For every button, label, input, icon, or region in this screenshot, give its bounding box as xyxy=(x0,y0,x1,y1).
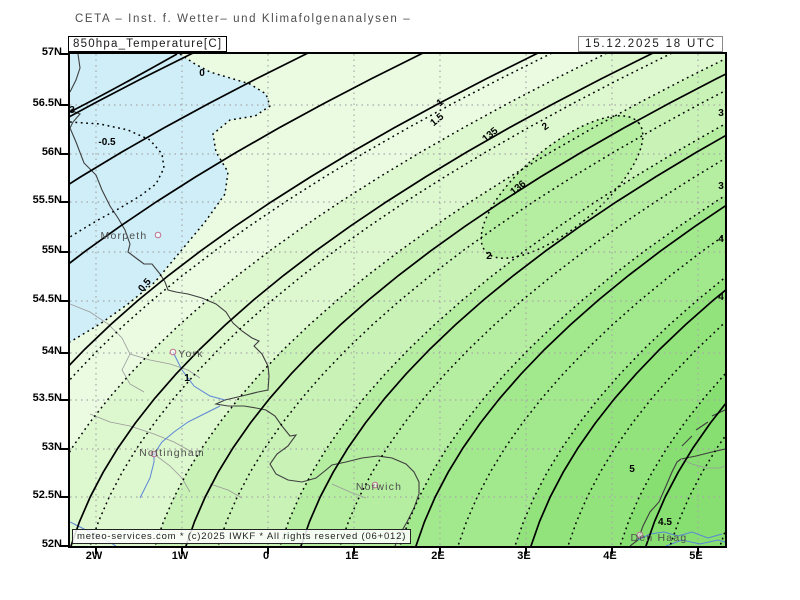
datetime-label: 15.12.2025 18 UTC xyxy=(578,36,723,52)
city-marker xyxy=(371,481,379,489)
contour-label: 5 xyxy=(629,464,635,475)
contour-label: 4 xyxy=(718,234,724,245)
city-marker xyxy=(154,231,162,239)
coastline-britain xyxy=(70,54,420,546)
lon-tick-label: 1E xyxy=(345,550,359,562)
contour-label: 4 xyxy=(718,292,724,303)
contour-label: 3 xyxy=(718,108,724,119)
city-label: Norwich xyxy=(356,481,402,493)
city-marker xyxy=(636,531,644,539)
contour-label: 3 xyxy=(718,181,724,192)
map-canvas: Morpeth York Nottingham Norwich Den Haag 0 -0.… xyxy=(61,53,725,554)
contour-label: 4.5 xyxy=(658,517,672,528)
geopotential-contour xyxy=(70,54,653,546)
lat-tick-label: 53.5N xyxy=(32,392,62,404)
isotherm-dotted xyxy=(279,123,725,546)
city-marker xyxy=(169,348,177,356)
contour-label: 0 xyxy=(199,68,205,79)
coastline-netherlands xyxy=(629,409,725,546)
lat-tick-label: 57N xyxy=(41,46,62,58)
lat-tick-label: 55N xyxy=(41,244,62,256)
city-label: Morpeth xyxy=(101,230,148,242)
lon-tick-label: 2E xyxy=(431,550,445,562)
isotherm-dotted xyxy=(70,54,552,381)
contour-label: 1 xyxy=(184,373,190,384)
lon-tick-label: 2W xyxy=(85,550,103,562)
city-label: Nottingham xyxy=(139,447,205,459)
geopotential-contour xyxy=(70,54,423,264)
contour-label: 2 xyxy=(540,121,551,133)
isotherm-dotted xyxy=(514,276,725,546)
isotherm-dotted xyxy=(399,194,725,546)
isotherm-dotted xyxy=(339,157,725,546)
warm-pocket-contour xyxy=(480,115,644,259)
lat-tick-label: 54.5N xyxy=(32,293,62,305)
region-borders xyxy=(70,303,725,499)
lat-tick-label: 52.5N xyxy=(32,489,62,501)
isotherm-dotted xyxy=(154,58,725,546)
lat-tick-label: 52N xyxy=(41,538,62,550)
geopotential-contour xyxy=(530,289,725,546)
geopotential-contour xyxy=(185,73,725,546)
city-marker xyxy=(150,450,158,458)
isotherm-dotted xyxy=(457,234,725,546)
map-layers: Morpeth York Nottingham Norwich Den Haag 0 -0.… xyxy=(69,54,725,546)
contour-label: 2 xyxy=(486,251,492,262)
copyright-note: meteo-services.com * (c)2025 IWKF * All … xyxy=(72,529,412,544)
geopotential-contour xyxy=(70,54,538,366)
isotherm-minus05 xyxy=(70,121,165,238)
agency-title: CETA – Inst. f. Wetter– und Klimafolgena… xyxy=(75,13,412,25)
geopotential-contour xyxy=(70,54,178,113)
contour-label: 1 xyxy=(435,97,447,109)
isotherm-0 xyxy=(70,54,271,343)
product-label: 850hpa_Temperature[C] xyxy=(73,38,223,50)
isotherm-dotted xyxy=(217,90,725,546)
lon-tick-label: 1W xyxy=(171,550,189,562)
city-label: York xyxy=(178,348,203,360)
isotherm-dotted xyxy=(89,54,672,546)
product-label-box: 850hpa_Temperature[C] xyxy=(68,36,228,52)
geopotential-contour xyxy=(415,205,725,546)
geopotential-contour xyxy=(70,54,308,185)
lat-tick-label: 56.5N xyxy=(32,97,62,109)
geopotential-contour xyxy=(645,403,725,546)
lat-tick-label: 56N xyxy=(41,146,62,158)
lon-tick-label: 3E xyxy=(517,550,531,562)
lat-tick-label: 53N xyxy=(41,441,62,453)
contour-label: -0.5 xyxy=(98,137,116,148)
map-frame: Morpeth York Nottingham Norwich Den Haag 0 -0.… xyxy=(61,52,727,554)
isotherm-dotted xyxy=(70,54,607,453)
contour-label: 3 xyxy=(69,105,75,116)
lon-tick-label: 0 xyxy=(262,550,270,562)
lat-tick-label: 55.5N xyxy=(32,194,62,206)
geopotential-contour xyxy=(300,134,725,546)
city-label: Den Haag xyxy=(631,532,688,544)
lon-tick-label: 5E xyxy=(689,550,703,562)
isotherm-dotted xyxy=(719,529,725,546)
lat-tick-label: 54N xyxy=(41,345,62,357)
lon-tick-label: 4E xyxy=(603,550,617,562)
